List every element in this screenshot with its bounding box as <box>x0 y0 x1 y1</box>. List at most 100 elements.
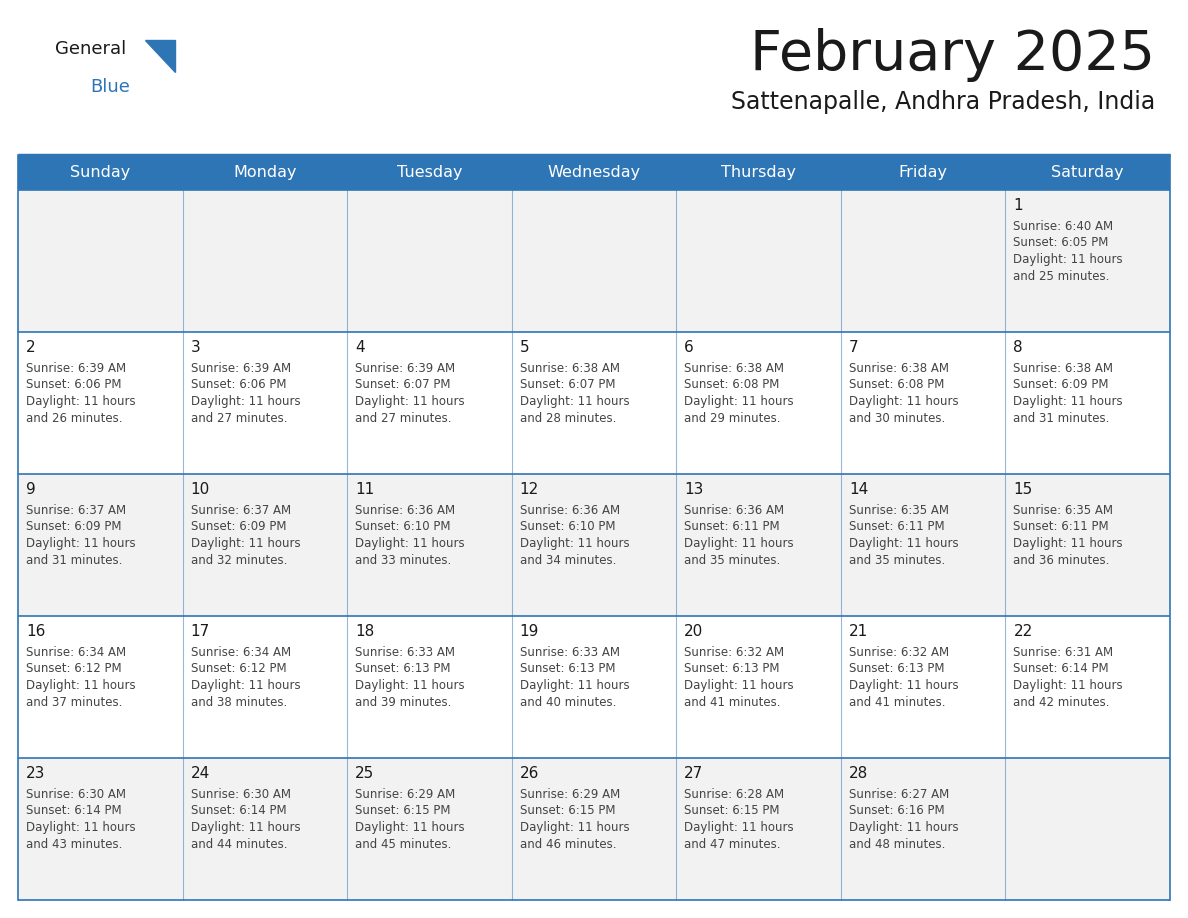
Bar <box>18 758 1170 900</box>
Text: 25: 25 <box>355 766 374 781</box>
Text: Daylight: 11 hours: Daylight: 11 hours <box>1013 537 1123 550</box>
Text: and 30 minutes.: and 30 minutes. <box>849 411 946 424</box>
Text: and 42 minutes.: and 42 minutes. <box>1013 696 1110 709</box>
Bar <box>18 616 1170 758</box>
Text: Daylight: 11 hours: Daylight: 11 hours <box>519 679 630 692</box>
Bar <box>18 474 1170 616</box>
Text: Sunset: 6:13 PM: Sunset: 6:13 PM <box>355 663 450 676</box>
Text: and 27 minutes.: and 27 minutes. <box>355 411 451 424</box>
Text: Sunset: 6:07 PM: Sunset: 6:07 PM <box>519 378 615 391</box>
Text: Sunrise: 6:30 AM: Sunrise: 6:30 AM <box>190 788 291 801</box>
Text: Daylight: 11 hours: Daylight: 11 hours <box>355 821 465 834</box>
Text: Sunrise: 6:38 AM: Sunrise: 6:38 AM <box>519 362 620 375</box>
Text: Sunset: 6:11 PM: Sunset: 6:11 PM <box>849 521 944 533</box>
Text: Sunset: 6:12 PM: Sunset: 6:12 PM <box>190 663 286 676</box>
Text: 26: 26 <box>519 766 539 781</box>
Text: 4: 4 <box>355 340 365 355</box>
Text: Tuesday: Tuesday <box>397 165 462 180</box>
Text: 11: 11 <box>355 482 374 497</box>
Text: Sunrise: 6:30 AM: Sunrise: 6:30 AM <box>26 788 126 801</box>
Text: and 44 minutes.: and 44 minutes. <box>190 837 287 850</box>
Text: Sunrise: 6:36 AM: Sunrise: 6:36 AM <box>684 504 784 517</box>
Text: Sunrise: 6:35 AM: Sunrise: 6:35 AM <box>849 504 949 517</box>
Text: Daylight: 11 hours: Daylight: 11 hours <box>190 537 301 550</box>
Text: Daylight: 11 hours: Daylight: 11 hours <box>190 679 301 692</box>
Text: 17: 17 <box>190 624 210 639</box>
Text: Sunrise: 6:28 AM: Sunrise: 6:28 AM <box>684 788 784 801</box>
Text: and 41 minutes.: and 41 minutes. <box>849 696 946 709</box>
Text: Daylight: 11 hours: Daylight: 11 hours <box>849 395 959 408</box>
Text: Sunset: 6:14 PM: Sunset: 6:14 PM <box>26 804 121 818</box>
Text: 9: 9 <box>26 482 36 497</box>
Text: Sunrise: 6:38 AM: Sunrise: 6:38 AM <box>1013 362 1113 375</box>
Text: Sunset: 6:10 PM: Sunset: 6:10 PM <box>519 521 615 533</box>
Text: 14: 14 <box>849 482 868 497</box>
Text: 27: 27 <box>684 766 703 781</box>
Text: Daylight: 11 hours: Daylight: 11 hours <box>849 537 959 550</box>
Text: Sunrise: 6:31 AM: Sunrise: 6:31 AM <box>1013 646 1113 659</box>
Text: Sunset: 6:11 PM: Sunset: 6:11 PM <box>684 521 779 533</box>
Text: Daylight: 11 hours: Daylight: 11 hours <box>519 537 630 550</box>
Text: Daylight: 11 hours: Daylight: 11 hours <box>684 679 794 692</box>
Text: and 26 minutes.: and 26 minutes. <box>26 411 122 424</box>
Text: Daylight: 11 hours: Daylight: 11 hours <box>519 821 630 834</box>
Text: Sunset: 6:11 PM: Sunset: 6:11 PM <box>1013 521 1110 533</box>
Text: Friday: Friday <box>898 165 948 180</box>
Text: and 43 minutes.: and 43 minutes. <box>26 837 122 850</box>
Text: Thursday: Thursday <box>721 165 796 180</box>
Text: and 46 minutes.: and 46 minutes. <box>519 837 617 850</box>
Text: Sunset: 6:08 PM: Sunset: 6:08 PM <box>684 378 779 391</box>
Text: Daylight: 11 hours: Daylight: 11 hours <box>684 395 794 408</box>
Text: Daylight: 11 hours: Daylight: 11 hours <box>26 821 135 834</box>
Text: Sunset: 6:14 PM: Sunset: 6:14 PM <box>1013 663 1110 676</box>
Text: Sunset: 6:09 PM: Sunset: 6:09 PM <box>1013 378 1108 391</box>
Text: Daylight: 11 hours: Daylight: 11 hours <box>26 537 135 550</box>
Text: Wednesday: Wednesday <box>548 165 640 180</box>
Text: 2: 2 <box>26 340 36 355</box>
Text: Daylight: 11 hours: Daylight: 11 hours <box>519 395 630 408</box>
Text: Saturday: Saturday <box>1051 165 1124 180</box>
Text: 13: 13 <box>684 482 703 497</box>
Text: Sunset: 6:10 PM: Sunset: 6:10 PM <box>355 521 450 533</box>
Text: 7: 7 <box>849 340 859 355</box>
Text: Daylight: 11 hours: Daylight: 11 hours <box>190 395 301 408</box>
Text: Daylight: 11 hours: Daylight: 11 hours <box>26 679 135 692</box>
Text: Sunrise: 6:36 AM: Sunrise: 6:36 AM <box>519 504 620 517</box>
Text: Sunset: 6:13 PM: Sunset: 6:13 PM <box>519 663 615 676</box>
Text: 15: 15 <box>1013 482 1032 497</box>
Polygon shape <box>145 40 175 72</box>
Text: Sunrise: 6:27 AM: Sunrise: 6:27 AM <box>849 788 949 801</box>
Text: Sunset: 6:08 PM: Sunset: 6:08 PM <box>849 378 944 391</box>
Text: 3: 3 <box>190 340 201 355</box>
Text: and 39 minutes.: and 39 minutes. <box>355 696 451 709</box>
Text: Daylight: 11 hours: Daylight: 11 hours <box>1013 253 1123 266</box>
Text: Sunrise: 6:39 AM: Sunrise: 6:39 AM <box>26 362 126 375</box>
Text: 10: 10 <box>190 482 210 497</box>
Text: Sunset: 6:16 PM: Sunset: 6:16 PM <box>849 804 944 818</box>
Text: 12: 12 <box>519 482 539 497</box>
Text: and 25 minutes.: and 25 minutes. <box>1013 270 1110 283</box>
Text: 22: 22 <box>1013 624 1032 639</box>
Bar <box>18 190 1170 332</box>
Text: and 31 minutes.: and 31 minutes. <box>1013 411 1110 424</box>
Text: 1: 1 <box>1013 198 1023 213</box>
Text: General: General <box>55 40 126 58</box>
Text: Sunset: 6:05 PM: Sunset: 6:05 PM <box>1013 237 1108 250</box>
Text: Sunrise: 6:35 AM: Sunrise: 6:35 AM <box>1013 504 1113 517</box>
Text: Sunrise: 6:37 AM: Sunrise: 6:37 AM <box>190 504 291 517</box>
Text: 6: 6 <box>684 340 694 355</box>
Text: Daylight: 11 hours: Daylight: 11 hours <box>849 821 959 834</box>
Text: Monday: Monday <box>233 165 297 180</box>
Text: and 34 minutes.: and 34 minutes. <box>519 554 617 566</box>
Text: Daylight: 11 hours: Daylight: 11 hours <box>26 395 135 408</box>
Text: Daylight: 11 hours: Daylight: 11 hours <box>684 821 794 834</box>
Text: Sunrise: 6:39 AM: Sunrise: 6:39 AM <box>355 362 455 375</box>
Text: and 45 minutes.: and 45 minutes. <box>355 837 451 850</box>
Text: 18: 18 <box>355 624 374 639</box>
Text: Daylight: 11 hours: Daylight: 11 hours <box>190 821 301 834</box>
Text: Sunrise: 6:39 AM: Sunrise: 6:39 AM <box>190 362 291 375</box>
Text: Sunrise: 6:29 AM: Sunrise: 6:29 AM <box>355 788 455 801</box>
Text: and 32 minutes.: and 32 minutes. <box>190 554 287 566</box>
Text: and 36 minutes.: and 36 minutes. <box>1013 554 1110 566</box>
Text: Sunset: 6:15 PM: Sunset: 6:15 PM <box>519 804 615 818</box>
